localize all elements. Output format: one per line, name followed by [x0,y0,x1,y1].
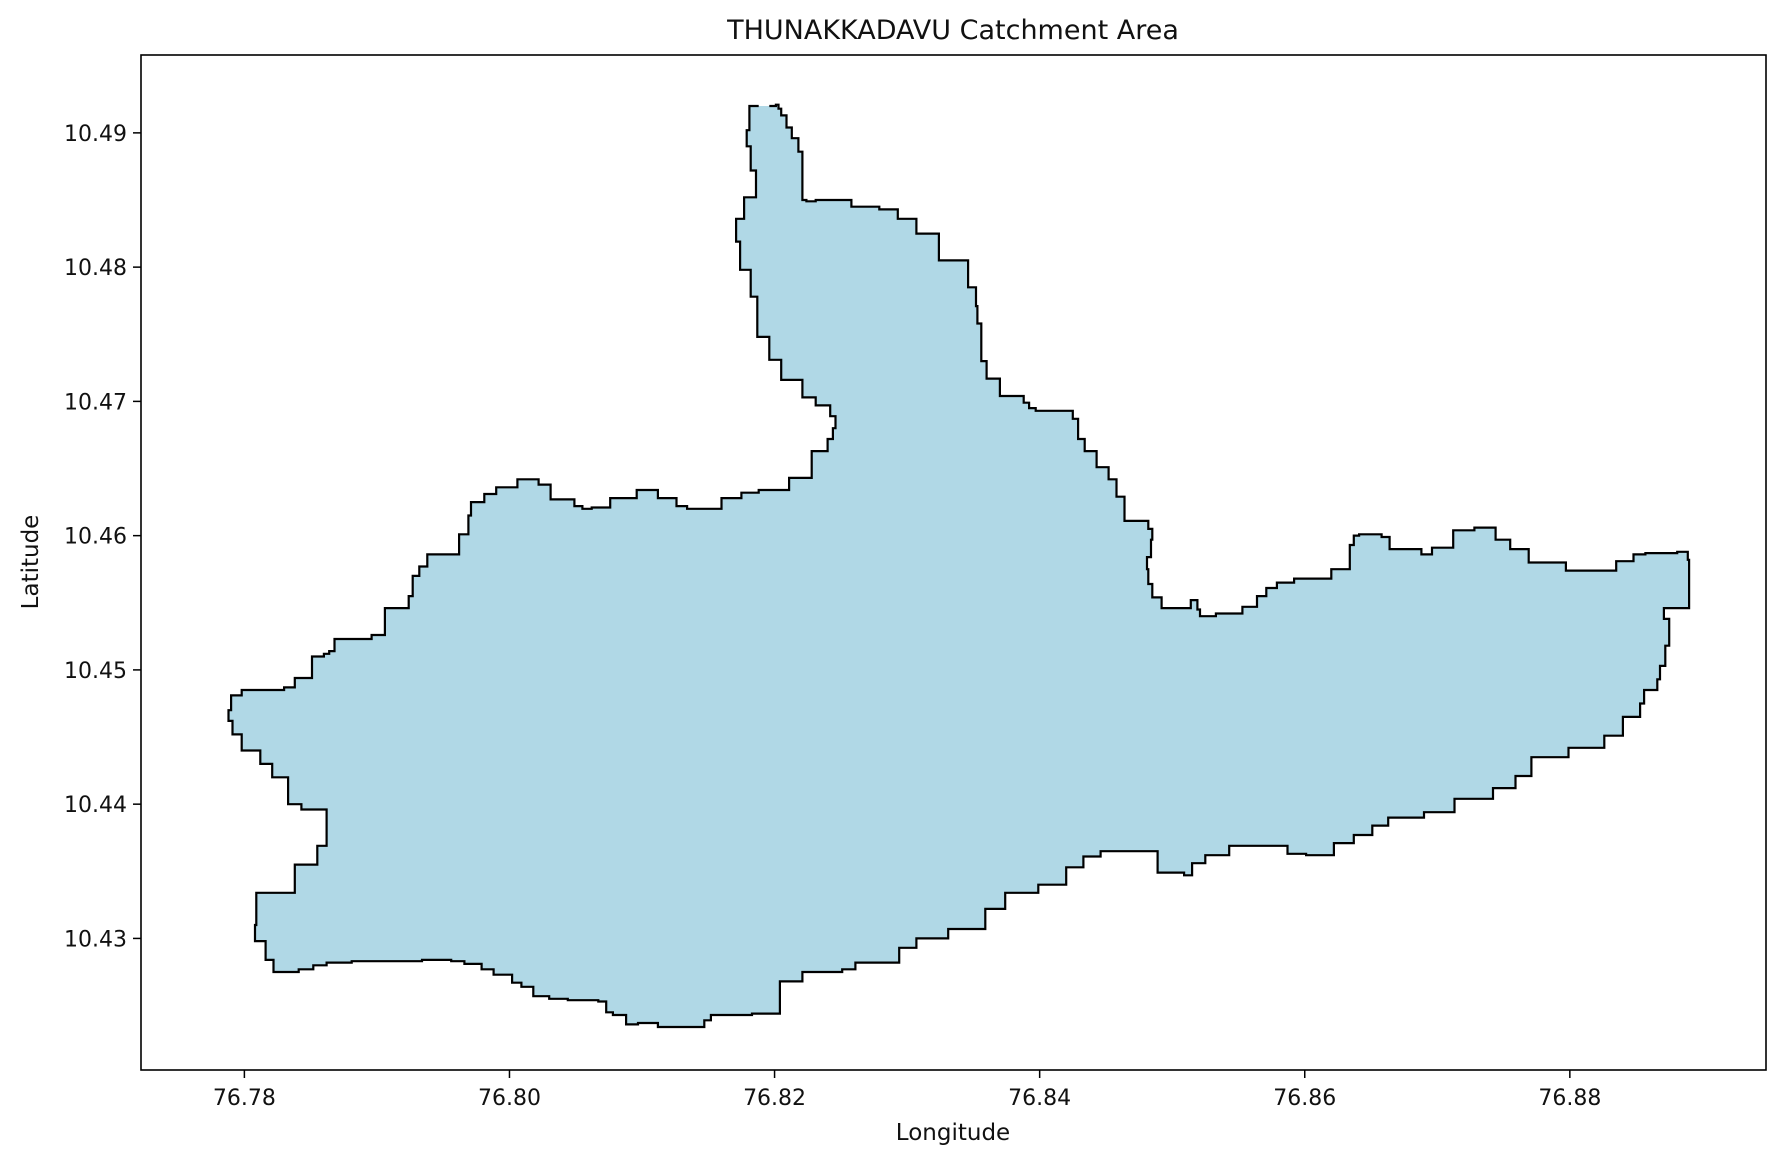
x-tick-label: 76.84 [1008,1086,1071,1111]
y-tick-label: 10.49 [64,122,127,147]
x-tick-label: 76.80 [478,1086,541,1111]
y-tick-label: 10.44 [64,793,127,818]
x-tick-label: 76.88 [1538,1086,1601,1111]
y-axis-label: Latitude [18,515,44,610]
plot-area [140,54,1767,1071]
y-axis-ticks: 10.43 10.44 10.45 10.46 10.47 10.48 10.49 [64,122,141,952]
y-tick-label: 10.46 [64,525,127,550]
y-tick-label: 10.48 [64,256,127,281]
x-tick-label: 76.82 [743,1086,806,1111]
y-tick-label: 10.47 [64,390,127,415]
x-axis-label: Longitude [896,1120,1010,1146]
y-tick-label: 10.45 [64,659,127,684]
chart-title: THUNAKKADAVU Catchment Area [726,15,1179,46]
x-axis-ticks: 76.78 76.80 76.82 76.84 76.86 76.88 [213,1070,1601,1111]
x-tick-label: 76.86 [1273,1086,1336,1111]
axes-frame [140,54,1767,1071]
y-tick-label: 10.43 [64,927,127,952]
catchment-area-polygon [227,103,1691,1029]
x-tick-label: 76.78 [213,1086,276,1111]
